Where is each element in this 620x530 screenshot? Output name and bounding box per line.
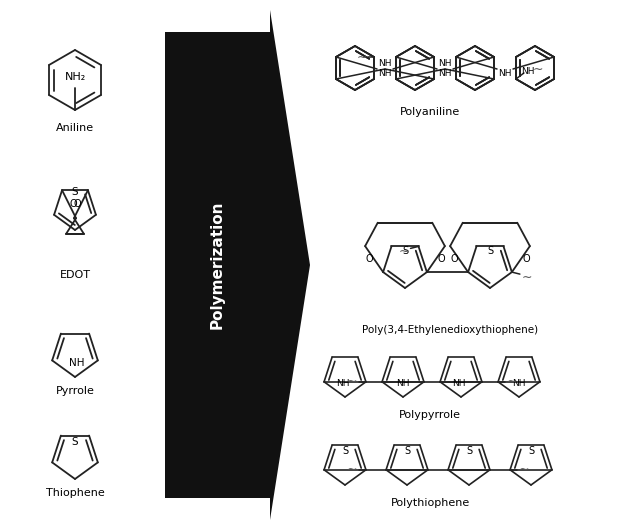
Text: Polypyrrole: Polypyrrole	[399, 410, 461, 420]
Text: O: O	[437, 254, 445, 264]
Text: ∼: ∼	[533, 63, 543, 75]
Text: Aniline: Aniline	[56, 123, 94, 133]
Text: O: O	[365, 254, 373, 264]
Text: S: S	[404, 446, 410, 456]
Text: Polyaniline: Polyaniline	[400, 107, 460, 117]
Text: O: O	[450, 254, 458, 264]
Text: EDOT: EDOT	[60, 270, 91, 280]
Text: ∼: ∼	[347, 463, 357, 476]
Text: O: O	[73, 199, 81, 209]
Text: S: S	[72, 187, 78, 197]
Polygon shape	[165, 10, 310, 520]
Text: ∼: ∼	[347, 375, 357, 388]
Text: S: S	[528, 446, 534, 456]
Text: NH: NH	[378, 58, 392, 67]
Text: ∼: ∼	[519, 463, 529, 476]
Text: ∼: ∼	[356, 50, 367, 64]
Text: O: O	[522, 254, 529, 264]
Text: S: S	[402, 246, 408, 257]
Text: ∼: ∼	[507, 375, 517, 388]
Text: ∼: ∼	[521, 271, 532, 284]
Text: Thiophene: Thiophene	[46, 488, 104, 498]
Text: Poly(3,4-Ethylenedioxythiophene): Poly(3,4-Ethylenedioxythiophene)	[362, 325, 538, 335]
Text: NH: NH	[396, 378, 410, 387]
Text: NH: NH	[452, 378, 466, 387]
Text: Polymerization: Polymerization	[210, 201, 225, 329]
Text: ∼: ∼	[398, 245, 409, 258]
Text: NH: NH	[69, 358, 85, 368]
Text: Polythiophene: Polythiophene	[391, 498, 469, 508]
Text: NH: NH	[378, 69, 392, 78]
Text: NH₂: NH₂	[64, 72, 86, 82]
Text: NH: NH	[438, 69, 452, 78]
Text: S: S	[342, 446, 348, 456]
Text: NH: NH	[521, 66, 534, 75]
Text: NH: NH	[512, 378, 526, 387]
Text: S: S	[466, 446, 472, 456]
Text: S: S	[72, 437, 78, 447]
Text: S: S	[487, 246, 493, 257]
Text: O: O	[69, 199, 77, 209]
Text: NH: NH	[336, 378, 350, 387]
Text: NH: NH	[498, 69, 511, 78]
Text: NH: NH	[438, 58, 452, 67]
Text: Pyrrole: Pyrrole	[56, 386, 94, 396]
